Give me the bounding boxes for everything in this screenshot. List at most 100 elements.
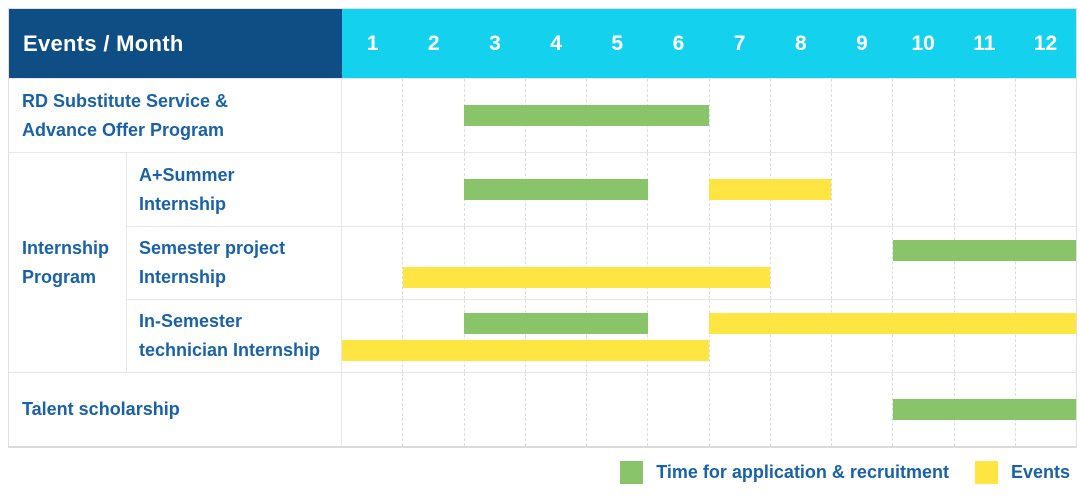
month-gridline [955, 227, 1016, 299]
month-gridline [648, 153, 710, 226]
gantt-bar-event [403, 267, 771, 288]
chart-cell [342, 300, 1076, 372]
events-month-table: Events / Month 1 2 3 4 5 6 7 8 9 10 11 12 RD Substi… [8, 8, 1077, 448]
gantt-bar-application-recruitment [892, 240, 1076, 261]
month-gridline [710, 373, 771, 446]
table-row: In-Semester technician Internship [127, 299, 1076, 372]
month-gridline [587, 373, 649, 446]
group-row: Internship Program A+Summer Internship Semes… [9, 153, 1076, 372]
month-gridline [587, 300, 649, 372]
month-gridline [832, 79, 894, 152]
row-label-line: A+Summer [139, 164, 235, 185]
month-gridline [771, 153, 832, 226]
month-gridlines [342, 79, 1076, 152]
legend-swatch-application-recruitment [620, 461, 644, 484]
month-gridline [832, 153, 894, 226]
table-row: Talent scholarship [9, 373, 1076, 446]
row-label-line: Internship [139, 193, 227, 214]
month-gridline [648, 227, 710, 299]
gantt-bar-application-recruitment [892, 399, 1076, 420]
row-label: Talent scholarship [9, 373, 342, 446]
month-gridline [955, 300, 1016, 372]
month-gridline [648, 300, 710, 372]
row-label: A+Summer Internship [127, 153, 342, 226]
month-gridline [893, 153, 955, 226]
group-subrows: A+Summer Internship Semester project Intern… [127, 153, 1076, 372]
month-header-cell: 5 [611, 31, 624, 55]
table-row: Semester project Internship [127, 226, 1076, 299]
month-header-cell: 4 [550, 31, 562, 55]
month-gridlines [342, 227, 1076, 299]
chart-cell [342, 79, 1076, 152]
month-gridline [771, 300, 832, 372]
gantt-bar-event [342, 340, 709, 361]
month-gridline [710, 227, 771, 299]
month-header-cell: 10 [911, 31, 935, 55]
row-label: In-Semester technician Internship [127, 300, 342, 372]
month-header-cell: 9 [856, 31, 868, 55]
month-gridline [955, 153, 1016, 226]
month-gridline [1016, 153, 1076, 226]
row-label-line: Internship [139, 267, 227, 287]
gantt-bar-application-recruitment [464, 313, 648, 334]
month-gridline [1016, 79, 1076, 152]
month-gridline [648, 79, 710, 152]
month-header-cell: 8 [794, 31, 807, 55]
legend: Time for application & recruitment Events [0, 461, 1080, 484]
row-label: RD Substitute Service & Advance Offer Pro… [9, 79, 342, 152]
legend-label: Events [1010, 462, 1070, 482]
month-gridline [403, 300, 465, 372]
month-header-cell: 6 [672, 31, 685, 55]
row-label-line: In-Semester [139, 311, 243, 331]
table-header-row: Events / Month 1 2 3 4 5 6 7 8 9 10 11 12 [9, 9, 1076, 78]
month-gridline [526, 227, 587, 299]
table-body: RD Substitute Service & Advance Offer Pro… [9, 78, 1076, 446]
month-gridline [342, 153, 404, 226]
month-gridline [526, 373, 587, 446]
month-gridline [771, 373, 832, 446]
month-header-cell: 11 [973, 31, 996, 55]
row-label-line: Internship [22, 237, 110, 258]
month-gridline [342, 79, 404, 152]
month-gridline [832, 227, 894, 299]
month-gridline [832, 300, 894, 372]
month-gridline [771, 227, 832, 299]
month-gridline [648, 373, 710, 446]
chart-cell [342, 373, 1076, 446]
month-gridline [465, 373, 526, 446]
month-gridline [465, 227, 526, 299]
month-gridline [955, 79, 1016, 152]
table-row: A+Summer Internship [127, 153, 1076, 226]
gantt-chart-page: Events / Month 1 2 3 4 5 6 7 8 9 10 11 12 RD Substi… [0, 8, 1080, 502]
row-label: Semester project Internship [127, 227, 342, 299]
month-gridline [342, 373, 404, 446]
simple-section: RD Substitute Service & Advance Offer Pro… [9, 78, 1076, 152]
gantt-bar-application-recruitment [464, 105, 709, 126]
month-gridline [403, 79, 465, 152]
gantt-bar-application-recruitment [464, 179, 648, 200]
header-events-month-label: Events / Month [9, 9, 342, 78]
gantt-bar-event [709, 179, 832, 200]
legend-item: Time for application & recruitment [620, 461, 949, 484]
month-gridline [710, 300, 771, 372]
row-label-line: Semester project [139, 238, 286, 258]
month-gridline [342, 300, 404, 372]
month-header-cell: 12 [1033, 31, 1058, 55]
group-label: Internship Program [9, 153, 127, 372]
table-row: RD Substitute Service & Advance Offer Pro… [9, 79, 1076, 152]
month-gridline [342, 227, 404, 299]
month-gridline [1016, 300, 1076, 372]
row-label-line: technician Internship [139, 340, 321, 360]
month-gridline [893, 79, 955, 152]
chart-cell [342, 227, 1076, 299]
month-gridline [403, 227, 465, 299]
month-gridline [893, 227, 955, 299]
row-label-line: Talent scholarship [22, 399, 180, 419]
legend-swatch-event [974, 461, 998, 484]
month-gridline [403, 373, 465, 446]
legend-label: Time for application & recruitment [656, 462, 949, 482]
month-gridlines [342, 300, 1076, 372]
month-header-cell: 7 [733, 31, 746, 55]
month-gridline [710, 79, 771, 152]
row-label-line: RD Substitute Service & [22, 90, 229, 111]
